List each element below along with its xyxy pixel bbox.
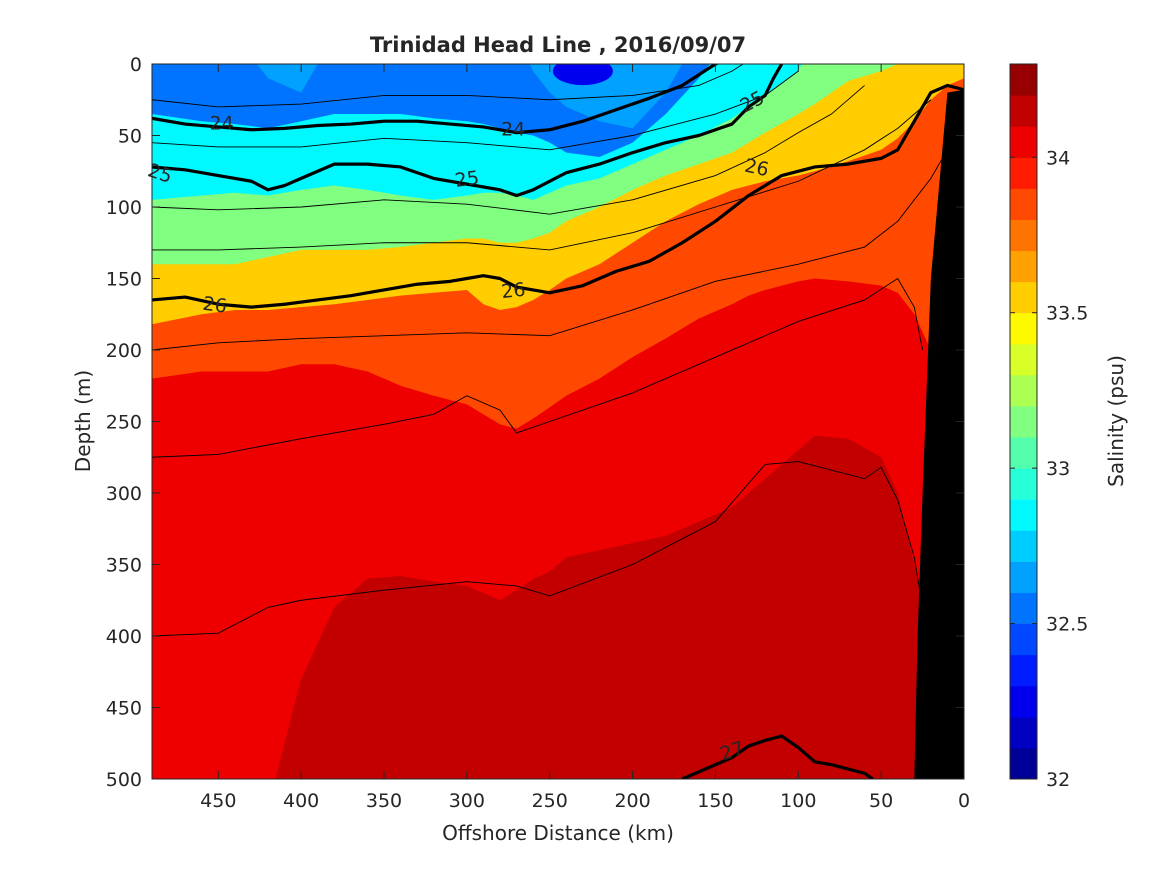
colorbar-swatch bbox=[1010, 126, 1037, 158]
colorbar-swatch bbox=[1010, 685, 1037, 718]
colorbar-swatch bbox=[1010, 343, 1037, 376]
contour-label-text: 24 bbox=[210, 113, 234, 135]
salinity-region bbox=[275, 435, 964, 779]
x-tick-label: 200 bbox=[614, 790, 650, 812]
contour-label: 24 bbox=[501, 118, 525, 140]
colorbar-swatch bbox=[1010, 188, 1037, 220]
thin-isopycnal bbox=[152, 64, 744, 108]
thin-isopycnal bbox=[152, 70, 799, 151]
salinity-field bbox=[152, 64, 964, 779]
y-tick-label: 150 bbox=[106, 269, 142, 291]
x-tick-label: 300 bbox=[449, 790, 485, 812]
x-tick-label: 250 bbox=[532, 790, 568, 812]
colorbar-swatch bbox=[1010, 654, 1037, 687]
colorbar-swatch bbox=[1010, 405, 1037, 438]
colorbar-tick-label: 34 bbox=[1046, 147, 1070, 169]
y-tick-label: 400 bbox=[106, 626, 142, 648]
colorbar-swatch bbox=[1010, 95, 1037, 127]
x-tick-label: 150 bbox=[697, 790, 733, 812]
contour-label-text: 25 bbox=[453, 167, 480, 192]
x-tick-label: 450 bbox=[200, 790, 236, 812]
colorbar-swatch bbox=[1010, 157, 1037, 189]
colorbar-tick-label: 33 bbox=[1046, 458, 1070, 480]
x-tick-label: 350 bbox=[366, 790, 402, 812]
contour-label-text: 26 bbox=[743, 155, 771, 182]
colorbar-label: Salinity (psu) bbox=[1104, 355, 1128, 487]
colorbar-swatch bbox=[1010, 312, 1037, 345]
colorbar-swatch bbox=[1010, 561, 1037, 593]
contour-label-text: 26 bbox=[201, 293, 228, 318]
thin-isopycnal bbox=[152, 149, 948, 351]
colorbar-tick-label: 32.5 bbox=[1046, 614, 1088, 636]
colorbar-swatch bbox=[1010, 219, 1037, 252]
colorbar-swatch bbox=[1010, 374, 1037, 407]
density-contour-24 bbox=[152, 64, 720, 135]
y-tick-label: 200 bbox=[106, 340, 142, 362]
density-contour-27 bbox=[681, 734, 874, 779]
thin-isopycnal bbox=[152, 85, 865, 215]
contour-label: 24 bbox=[210, 113, 234, 135]
colorbar-swatch bbox=[1010, 530, 1037, 562]
y-tick-label: 300 bbox=[106, 483, 142, 505]
colorbar-tick-label: 32 bbox=[1046, 769, 1070, 791]
colorbar-swatch bbox=[1010, 468, 1037, 500]
colorbar-swatch bbox=[1010, 437, 1037, 469]
density-contour-26 bbox=[152, 83, 964, 309]
x-tick-label: 50 bbox=[869, 790, 893, 812]
colorbar-tick-label: 33.5 bbox=[1046, 303, 1088, 325]
colorbar: 32 32.5 33 33.5 34 bbox=[1009, 63, 1088, 791]
colorbar-frame bbox=[1009, 63, 1038, 780]
colorbar-swatch bbox=[1010, 250, 1037, 283]
density-contours bbox=[152, 64, 964, 779]
colorbar-swatch bbox=[1010, 716, 1037, 749]
thin-isopycnal bbox=[152, 277, 924, 458]
contour-label-text: 24 bbox=[501, 118, 525, 140]
contour-label: 26 bbox=[500, 279, 526, 303]
y-tick-label: 50 bbox=[118, 126, 142, 148]
x-axis-label: Offshore Distance (km) bbox=[442, 821, 674, 845]
y-tick-label: 500 bbox=[106, 769, 142, 791]
thin-isopycnal bbox=[152, 99, 932, 251]
y-tick-label: 350 bbox=[106, 555, 142, 577]
x-tick-label: 400 bbox=[283, 790, 319, 812]
y-tick-label: 250 bbox=[106, 412, 142, 434]
thin-isopycnal bbox=[152, 461, 924, 637]
contour-label: 25 bbox=[453, 167, 480, 192]
y-tick-label: 450 bbox=[106, 698, 142, 720]
density-contour-25 bbox=[152, 64, 784, 198]
colorbar-swatch bbox=[1010, 592, 1037, 625]
y-tick-label: 100 bbox=[106, 197, 142, 219]
low-salinity-core bbox=[552, 64, 613, 86]
y-axis: 0 50 100 150 200 250 300 350 400 450 500 bbox=[106, 54, 964, 791]
chart-title: Trinidad Head Line , 2016/09/07 bbox=[370, 33, 746, 57]
x-tick-label: 100 bbox=[780, 790, 816, 812]
seafloor bbox=[914, 89, 964, 779]
x-tick-label: 0 bbox=[958, 790, 970, 812]
colorbar-swatch bbox=[1010, 281, 1037, 314]
colorbar-swatch bbox=[1010, 499, 1037, 531]
colorbar-swatch bbox=[1010, 623, 1037, 656]
y-axis-label: Depth (m) bbox=[71, 370, 95, 472]
x-axis: 450 400 350 300 250 200 150 100 50 0 bbox=[200, 64, 970, 812]
colorbar-swatch bbox=[1010, 64, 1037, 96]
contour-label-text: 26 bbox=[500, 279, 526, 303]
y-tick-label: 0 bbox=[130, 54, 142, 76]
contour-label: 26 bbox=[743, 155, 771, 182]
colorbar-swatch bbox=[1010, 747, 1037, 780]
contour-label: 26 bbox=[201, 293, 228, 318]
